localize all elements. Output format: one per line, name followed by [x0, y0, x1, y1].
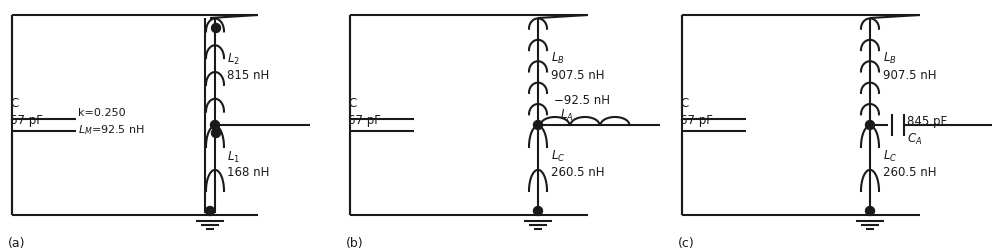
Text: C: C — [10, 97, 18, 110]
Circle shape — [206, 206, 214, 215]
Text: $L_B$: $L_B$ — [551, 51, 565, 66]
Text: 815 nH: 815 nH — [227, 69, 269, 82]
Text: k=0.250: k=0.250 — [78, 108, 126, 118]
Circle shape — [212, 128, 220, 137]
Circle shape — [866, 206, 874, 215]
Text: (a): (a) — [8, 237, 26, 249]
Text: 67 pF: 67 pF — [348, 114, 381, 126]
Text: 845 pF: 845 pF — [907, 115, 947, 127]
Text: $L_C$: $L_C$ — [551, 148, 565, 164]
Text: $L_C$: $L_C$ — [883, 148, 897, 164]
Text: $L_1$: $L_1$ — [227, 149, 240, 165]
Circle shape — [534, 206, 542, 215]
Text: −92.5 nH: −92.5 nH — [554, 94, 610, 107]
Text: C: C — [348, 97, 356, 110]
Text: C: C — [680, 97, 688, 110]
Text: $C_A$: $C_A$ — [907, 131, 922, 147]
Text: $L_2$: $L_2$ — [227, 52, 240, 67]
Text: $L_B$: $L_B$ — [883, 51, 897, 66]
Text: 67 pF: 67 pF — [680, 114, 713, 126]
Text: (c): (c) — [678, 237, 695, 249]
Circle shape — [210, 121, 220, 129]
Text: 67 pF: 67 pF — [10, 114, 43, 126]
Text: $L_M$=92.5 nH: $L_M$=92.5 nH — [78, 123, 145, 137]
Circle shape — [212, 23, 220, 33]
Text: 260.5 nH: 260.5 nH — [551, 167, 604, 180]
Circle shape — [534, 121, 542, 129]
Text: $L_A$: $L_A$ — [560, 108, 574, 123]
Circle shape — [866, 121, 874, 129]
Text: 907.5 nH: 907.5 nH — [883, 69, 936, 82]
Text: 260.5 nH: 260.5 nH — [883, 167, 936, 180]
Text: 168 nH: 168 nH — [227, 167, 269, 180]
Text: (b): (b) — [346, 237, 364, 249]
Text: 907.5 nH: 907.5 nH — [551, 69, 604, 82]
